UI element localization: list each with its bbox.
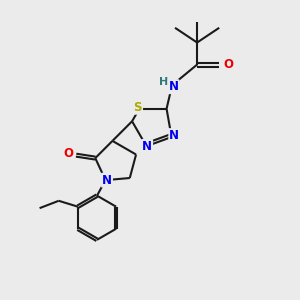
Text: S: S (134, 101, 142, 114)
Text: H: H (159, 77, 169, 87)
Text: N: N (169, 129, 179, 142)
Text: N: N (142, 140, 152, 153)
Text: N: N (102, 174, 112, 187)
Text: O: O (63, 147, 73, 160)
Text: N: N (169, 80, 178, 93)
Text: O: O (223, 58, 233, 71)
